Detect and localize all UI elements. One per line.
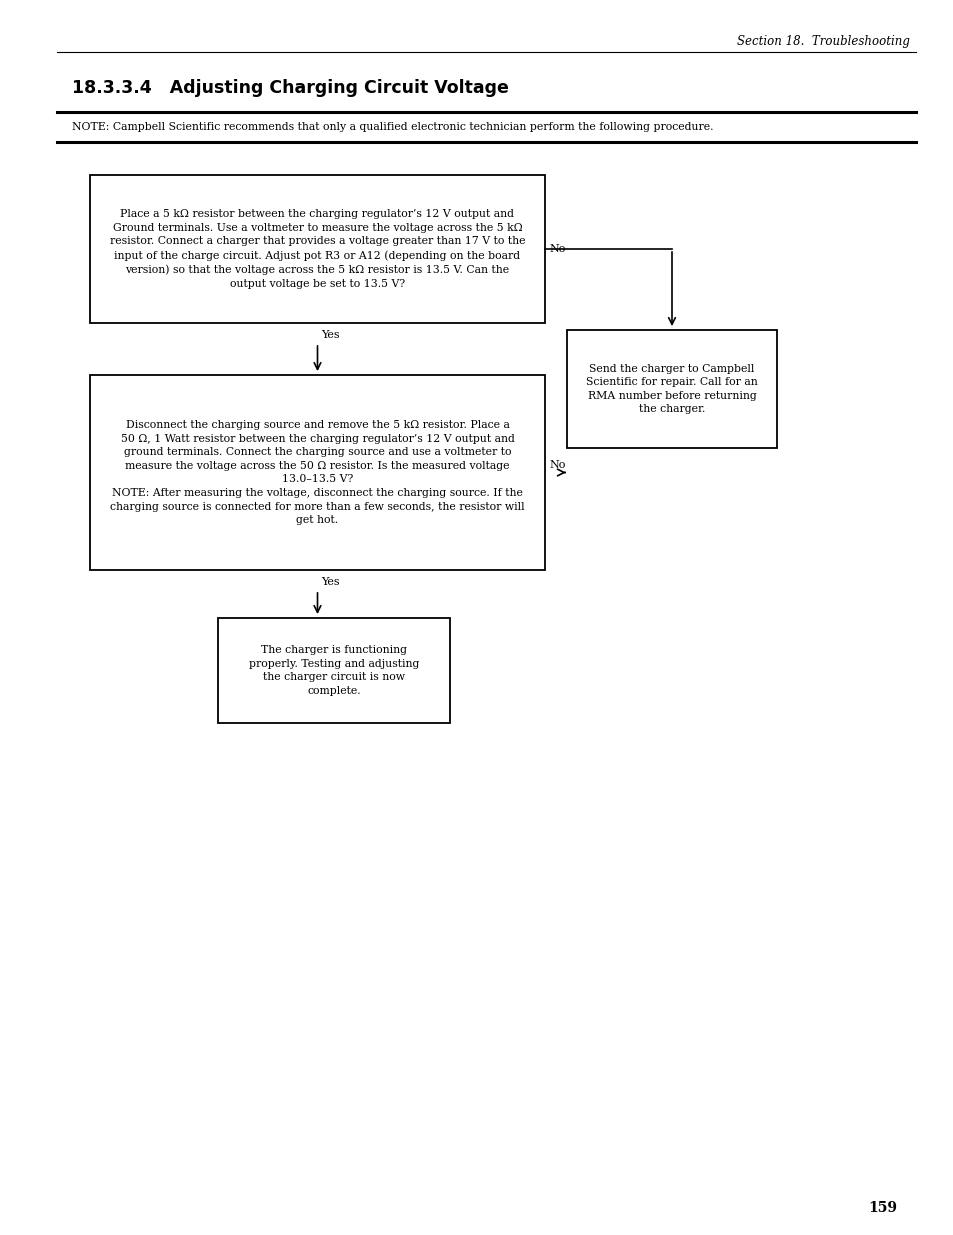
Text: 18.3.3.4   Adjusting Charging Circuit Voltage: 18.3.3.4 Adjusting Charging Circuit Volt… (71, 79, 508, 98)
Text: No: No (548, 245, 565, 254)
FancyBboxPatch shape (218, 618, 450, 722)
Text: Send the charger to Campbell
Scientific for repair. Call for an
RMA number befor: Send the charger to Campbell Scientific … (585, 363, 757, 415)
Text: No: No (548, 459, 565, 469)
Text: Disconnect the charging source and remove the 5 kΩ resistor. Place a
50 Ω, 1 Wat: Disconnect the charging source and remov… (111, 420, 524, 525)
Text: Place a 5 kΩ resistor between the charging regulator’s 12 V output and
Ground te: Place a 5 kΩ resistor between the chargi… (110, 209, 525, 289)
Text: Yes: Yes (321, 577, 340, 587)
Text: Section 18.  Troubleshooting: Section 18. Troubleshooting (737, 36, 909, 48)
FancyBboxPatch shape (90, 375, 544, 571)
FancyBboxPatch shape (566, 330, 776, 448)
Text: The charger is functioning
properly. Testing and adjusting
the charger circuit i: The charger is functioning properly. Tes… (249, 645, 418, 695)
Text: 159: 159 (867, 1200, 896, 1215)
Text: Yes: Yes (321, 330, 340, 340)
Text: NOTE: Campbell Scientific recommends that only a qualified electronic technician: NOTE: Campbell Scientific recommends tha… (71, 122, 713, 132)
FancyBboxPatch shape (90, 175, 544, 324)
